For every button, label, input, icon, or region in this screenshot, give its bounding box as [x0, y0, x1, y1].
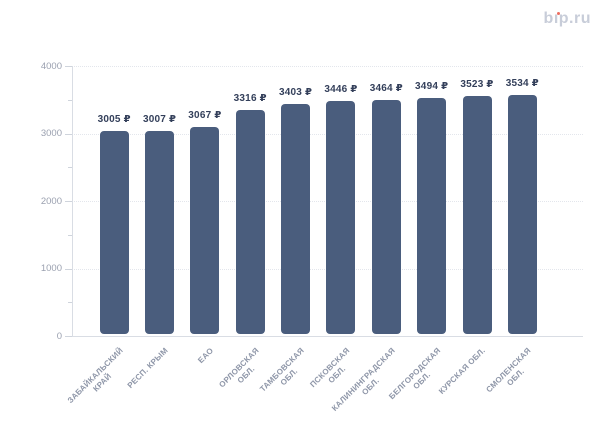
- x-axis-line: [72, 336, 583, 337]
- x-axis-label-0: ЗАБАЙКАЛЬСКИЙ КРАЙ: [65, 346, 125, 406]
- y-major-tick-4000: [65, 66, 72, 67]
- bar-2: [190, 126, 220, 334]
- y-axis-line: [72, 66, 73, 336]
- y-minor-tick-3500: [68, 99, 72, 101]
- bar-value-label-6: 3464 ₽: [369, 83, 403, 95]
- bar-9: [507, 95, 537, 334]
- y-major-tick-0: [65, 336, 72, 337]
- bar-1: [145, 131, 175, 334]
- x-axis-label-9: СМОЛЕНСКАЯ ОБЛ.: [484, 346, 533, 395]
- x-axis-label-4: ТАМБОВСКАЯ ОБЛ.: [258, 346, 306, 394]
- y-axis-label-1000: 1000: [40, 263, 62, 274]
- bar-value-label-8: 3523 ₽: [460, 79, 494, 91]
- y-axis-label-4000: 4000: [40, 60, 62, 72]
- y-axis-label-0: 0: [56, 330, 62, 342]
- bar-value-label-0: 3005 ₽: [97, 114, 131, 126]
- bar-7: [417, 98, 447, 334]
- bar-6: [371, 100, 401, 334]
- logo-i-dot: [556, 12, 560, 15]
- y-major-tick-3000: [65, 133, 72, 135]
- bar-value-label-9: 3534 ₽: [505, 78, 539, 90]
- y-minor-tick-1500: [68, 234, 72, 236]
- logo-text-i-stem: ı: [553, 10, 559, 27]
- bar-value-label-4: 3403 ₽: [279, 87, 313, 99]
- x-axis-label-2: ЕАО: [196, 346, 216, 365]
- bar-value-label-1: 3007 ₽: [142, 114, 177, 126]
- logo-text-p-ru: p.ru: [558, 10, 591, 27]
- y-major-tick-2000: [65, 201, 72, 202]
- bar-4: [281, 104, 311, 334]
- y-minor-tick-2500: [68, 167, 72, 169]
- bar-value-label-7: 3494 ₽: [415, 81, 449, 93]
- bar-8: [462, 96, 492, 334]
- y-axis-label-2000: 2000: [40, 195, 62, 207]
- y-axis-label-3000: 3000: [40, 128, 62, 139]
- x-axis-label-1: РЕСП. КРЫМ: [125, 346, 170, 391]
- bar-value-label-2: 3067 ₽: [188, 109, 222, 121]
- bar-3: [235, 110, 265, 334]
- bar-value-label-5: 3446 ₽: [324, 84, 358, 96]
- bar-0: [99, 131, 129, 334]
- gridline-4000: [72, 66, 583, 67]
- bar-value-label-3: 3316 ₽: [233, 93, 267, 105]
- bar-5: [326, 101, 356, 334]
- x-axis-label-8: КУРСКАЯ ОБЛ.: [437, 346, 488, 396]
- y-major-tick-1000: [65, 268, 72, 270]
- logo-text-b: b: [543, 10, 554, 27]
- y-minor-tick-500: [68, 302, 72, 304]
- bip-ru-logo[interactable]: bıp.ru: [544, 9, 591, 29]
